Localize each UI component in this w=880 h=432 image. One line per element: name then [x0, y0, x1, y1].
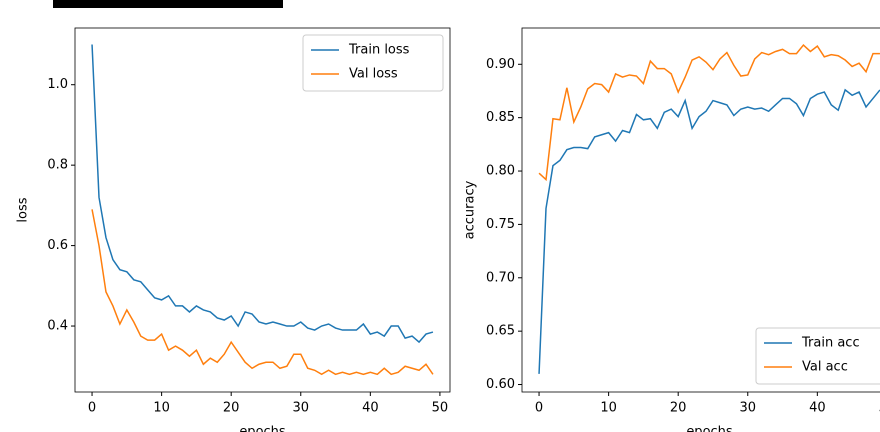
- x-axis-label: epochs: [239, 425, 286, 432]
- y-tick-label: 0.75: [486, 217, 515, 232]
- legend-label: Val acc: [802, 360, 848, 375]
- x-tick-label: 20: [223, 401, 240, 416]
- series-line: [538, 88, 880, 374]
- legend-box: [755, 327, 880, 385]
- x-tick-label: 30: [292, 401, 309, 416]
- x-tick-label: 50: [879, 401, 880, 416]
- series-line: [91, 44, 434, 344]
- y-tick-label: 1.0: [47, 77, 68, 92]
- x-tick-label: 10: [153, 401, 170, 416]
- legend-label: Train loss: [348, 43, 410, 58]
- redaction-bar: [53, 0, 283, 8]
- y-tick-label: 0.8: [47, 158, 68, 173]
- y-tick-label: 0.60: [486, 377, 515, 392]
- series-line: [91, 209, 434, 376]
- x-tick-label: 0: [535, 401, 543, 416]
- y-axis-label: loss: [16, 197, 31, 222]
- x-tick-label: 20: [670, 401, 687, 416]
- y-tick-label: 0.70: [486, 270, 515, 285]
- y-tick-label: 0.6: [47, 238, 68, 253]
- legend-label: Val loss: [349, 67, 398, 82]
- series-line: [538, 43, 880, 182]
- plot-frame: [521, 27, 880, 393]
- y-tick-label: 0.85: [486, 110, 515, 125]
- x-tick-label: 40: [809, 401, 826, 416]
- x-tick-label: 40: [362, 401, 379, 416]
- legend-box: [302, 34, 444, 92]
- legend-label: Train acc: [801, 336, 860, 351]
- y-tick-label: 0.90: [486, 57, 515, 72]
- plot-frame: [74, 27, 451, 393]
- y-tick-label: 0.80: [486, 164, 515, 179]
- x-tick-label: 10: [600, 401, 617, 416]
- x-tick-label: 0: [88, 401, 96, 416]
- y-axis-label: accuracy: [463, 180, 478, 239]
- y-tick-label: 0.65: [486, 324, 515, 339]
- x-axis-label: epochs: [686, 425, 733, 432]
- y-tick-label: 0.4: [47, 319, 68, 334]
- x-tick-label: 30: [739, 401, 756, 416]
- x-tick-label: 50: [432, 401, 449, 416]
